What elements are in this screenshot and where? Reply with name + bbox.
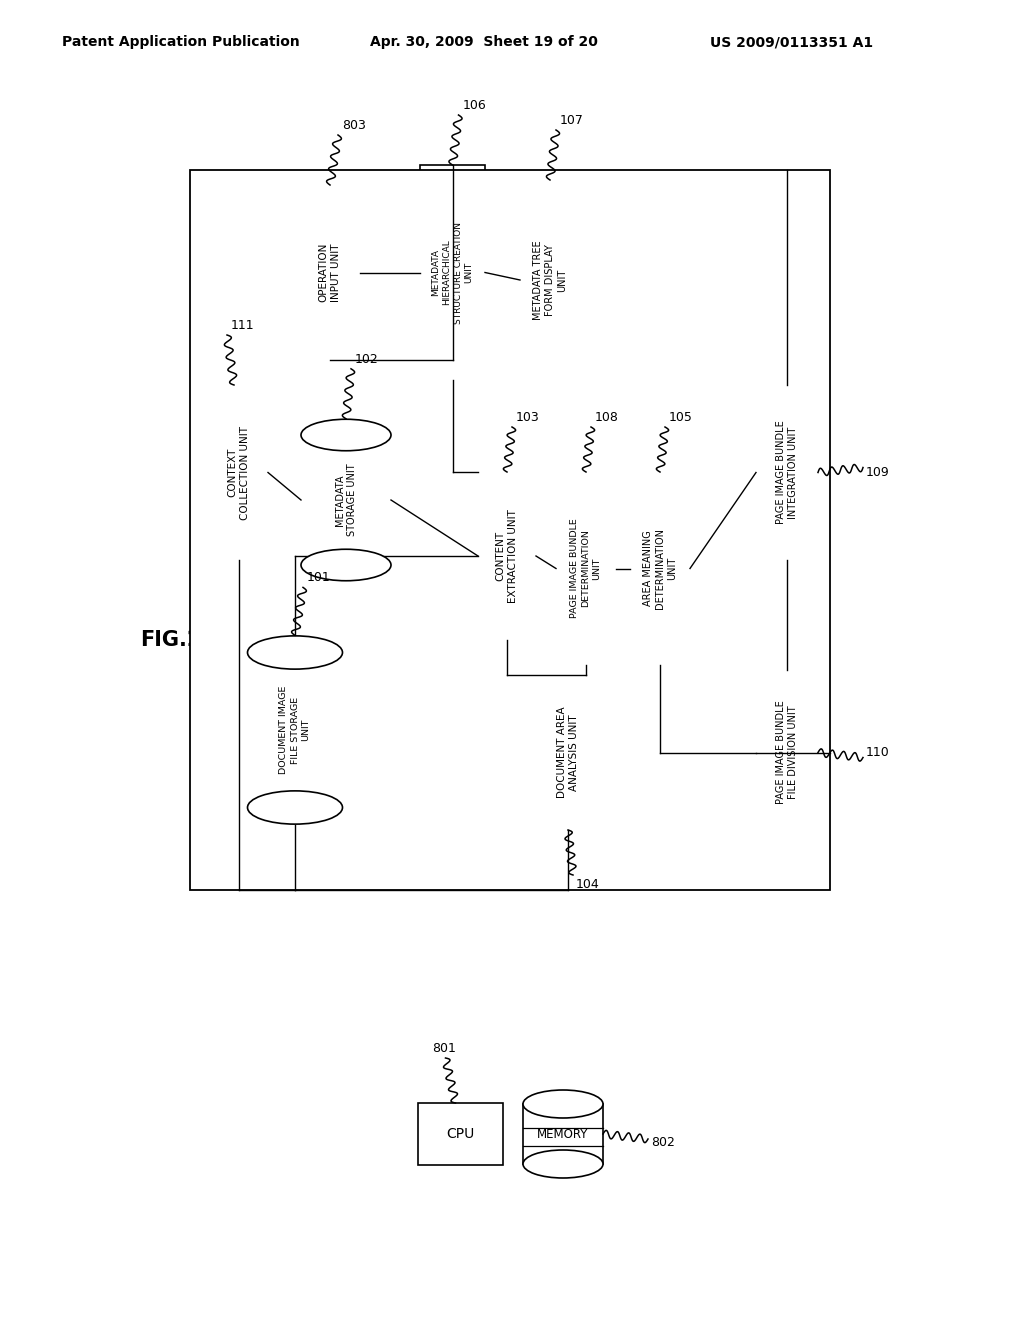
Text: MEMORY: MEMORY: [538, 1127, 589, 1140]
Ellipse shape: [301, 420, 391, 450]
Text: 111: 111: [231, 319, 255, 333]
Bar: [523, 1104, 603, 1164]
Text: OPERATION
INPUT UNIT: OPERATION INPUT UNIT: [318, 243, 341, 302]
Text: CONTEXT
COLLECTION UNIT: CONTEXT COLLECTION UNIT: [227, 425, 250, 520]
Text: 102: 102: [355, 352, 379, 366]
Ellipse shape: [523, 1090, 603, 1118]
Bar: [630, 473, 690, 665]
Text: Patent Application Publication: Patent Application Publication: [62, 36, 300, 49]
Bar: [301, 436, 391, 565]
Text: PAGE IMAGE BUNDLE
FILE DIVISION UNIT: PAGE IMAGE BUNDLE FILE DIVISION UNIT: [776, 701, 798, 804]
Text: 109: 109: [866, 466, 890, 479]
Bar: [248, 652, 342, 808]
Text: 801: 801: [432, 1041, 457, 1055]
Text: PAGE IMAGE BUNDLE
DETERMINATION
UNIT: PAGE IMAGE BUNDLE DETERMINATION UNIT: [570, 519, 602, 618]
Text: AREA MEANING
DETERMINATION
UNIT: AREA MEANING DETERMINATION UNIT: [643, 528, 678, 609]
Text: 104: 104: [575, 878, 600, 891]
Ellipse shape: [248, 791, 342, 824]
Text: 103: 103: [516, 411, 540, 424]
Text: DOCUMENT IMAGE
FILE STORAGE
UNIT: DOCUMENT IMAGE FILE STORAGE UNIT: [280, 686, 310, 775]
Text: METADATA TREE
FORM DISPLAY
UNIT: METADATA TREE FORM DISPLAY UNIT: [532, 240, 567, 319]
Text: CPU: CPU: [446, 1127, 475, 1140]
Text: FIG.22: FIG.22: [140, 630, 216, 649]
Text: 108: 108: [595, 411, 618, 424]
Bar: [756, 671, 818, 836]
Bar: [418, 1104, 503, 1166]
Text: METADATA
STORAGE UNIT: METADATA STORAGE UNIT: [335, 463, 357, 536]
Text: CONTENT
EXTRACTION UNIT: CONTENT EXTRACTION UNIT: [496, 510, 518, 603]
Text: US 2009/0113351 A1: US 2009/0113351 A1: [710, 36, 873, 49]
Text: 101: 101: [307, 572, 331, 585]
Bar: [190, 170, 830, 890]
Text: 802: 802: [651, 1135, 675, 1148]
Bar: [556, 473, 616, 665]
Text: 105: 105: [669, 411, 693, 424]
Bar: [300, 185, 360, 360]
Bar: [420, 165, 485, 380]
Text: Apr. 30, 2009  Sheet 19 of 20: Apr. 30, 2009 Sheet 19 of 20: [370, 36, 598, 49]
Bar: [478, 473, 536, 640]
Text: METADATA
HIERARCHICAL
STRUCTURE CREATION
UNIT: METADATA HIERARCHICAL STRUCTURE CREATION…: [431, 222, 474, 323]
Text: 106: 106: [463, 99, 486, 112]
Text: PAGE IMAGE BUNDLE
INTEGRATION UNIT: PAGE IMAGE BUNDLE INTEGRATION UNIT: [776, 421, 798, 524]
Ellipse shape: [301, 549, 391, 581]
Text: 803: 803: [342, 119, 366, 132]
Text: DOCUMENT AREA
ANALYSIS UNIT: DOCUMENT AREA ANALYSIS UNIT: [557, 706, 580, 799]
Bar: [210, 385, 268, 560]
Ellipse shape: [523, 1150, 603, 1177]
Text: 107: 107: [560, 114, 584, 127]
Ellipse shape: [248, 636, 342, 669]
Text: 110: 110: [866, 746, 890, 759]
Bar: [538, 675, 598, 830]
Bar: [520, 180, 580, 380]
Bar: [756, 385, 818, 560]
